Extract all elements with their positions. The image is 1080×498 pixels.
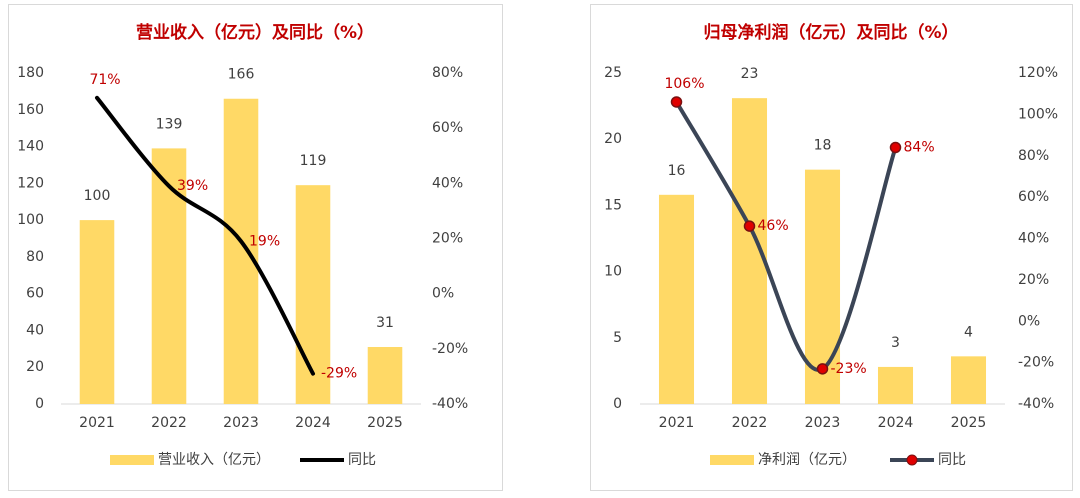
bar-value-label: 3 [891,335,900,351]
y2-tick-label: -40% [1018,396,1054,412]
line [674,99,898,372]
bar [877,366,914,404]
bar [950,356,987,404]
x-tick-label: 2022 [151,415,187,431]
x-tick-label: 2023 [223,415,259,431]
y-tick-label: 10 [604,264,622,280]
y-tick-label: 15 [604,197,622,213]
y-tick-label: 20 [26,359,44,375]
bar-value-label: 139 [156,116,183,132]
x-tick-label: 2024 [295,415,331,431]
legend-label: 净利润（亿元） [758,452,856,468]
y2-tick-label: 100% [1018,106,1058,122]
y2-tick-label: -20% [432,341,468,357]
y-tick-label: 20 [604,131,622,147]
bar [295,185,331,404]
chart-title: 营业收入（亿元）及同比（%） [136,22,374,43]
y-tick-label: 120 [17,175,44,191]
line-value-label: 46% [758,218,789,234]
legend-label: 营业收入（亿元） [158,452,270,468]
legend-marker [906,454,918,466]
y2-tick-label: -40% [432,396,468,412]
y2-tick-label: -20% [1018,355,1054,371]
legend-label: 同比 [348,452,376,468]
y2-tick-label: 40% [1018,231,1049,247]
bar-value-label: 16 [668,163,686,179]
y2-tick-label: 20% [432,231,463,247]
y-tick-label: 100 [17,212,44,228]
y2-tick-label: 60% [1018,189,1049,205]
y-tick-label: 60 [26,286,44,302]
bar-value-label: 166 [228,67,255,83]
line-value-label: 19% [249,233,280,249]
bar [367,346,403,404]
y-tick-label: 0 [35,396,44,412]
legend-label: 同比 [938,452,966,468]
y-tick-label: 5 [613,330,622,346]
y-tick-label: 25 [604,65,622,81]
bar-value-label: 119 [300,153,327,169]
line-value-label: -23% [831,361,867,377]
y-tick-label: 0 [613,396,622,412]
y2-tick-label: 0% [432,286,454,302]
x-tick-label: 2021 [659,415,695,431]
y2-tick-label: 0% [1018,313,1040,329]
y-tick-label: 40 [26,322,44,338]
x-tick-label: 2021 [79,415,115,431]
line-marker [889,141,902,154]
line-marker [743,220,756,232]
y2-tick-label: 80% [1018,148,1049,164]
panel-border [590,4,1073,491]
y-tick-label: 140 [17,139,44,155]
y2-tick-label: 20% [1018,272,1049,288]
bar-value-label: 23 [741,66,759,82]
legend-swatch [110,455,154,465]
y2-tick-label: 80% [432,65,463,81]
y2-tick-label: 40% [432,175,463,191]
legend-swatch [710,455,754,465]
bar-value-label: 4 [964,324,973,340]
line-value-label: -29% [321,366,357,382]
bar [223,98,259,404]
bar-value-label: 18 [814,138,832,154]
line-value-label: 71% [89,72,120,88]
bar [79,220,115,404]
bar [658,194,695,404]
x-tick-label: 2025 [367,415,403,431]
x-tick-label: 2024 [878,415,914,431]
x-tick-label: 2025 [951,415,987,431]
y2-tick-label: 60% [432,120,463,136]
x-tick-label: 2022 [732,415,768,431]
bar-value-label: 100 [84,188,111,204]
line [95,95,315,376]
line-marker [670,96,683,108]
bar [151,148,187,404]
line-value-label: 106% [664,76,704,92]
panel-border [8,4,503,491]
x-tick-label: 2023 [805,415,841,431]
chart-title: 归母净利润（亿元）及同比（%） [703,22,958,43]
line-marker [816,363,829,375]
y-tick-label: 80 [26,249,44,265]
y-tick-label: 160 [17,102,44,118]
y2-tick-label: 120% [1018,65,1058,81]
y-tick-label: 180 [17,65,44,81]
bar-value-label: 31 [376,315,394,331]
line-value-label: 39% [177,178,208,194]
line-value-label: 84% [904,139,935,155]
